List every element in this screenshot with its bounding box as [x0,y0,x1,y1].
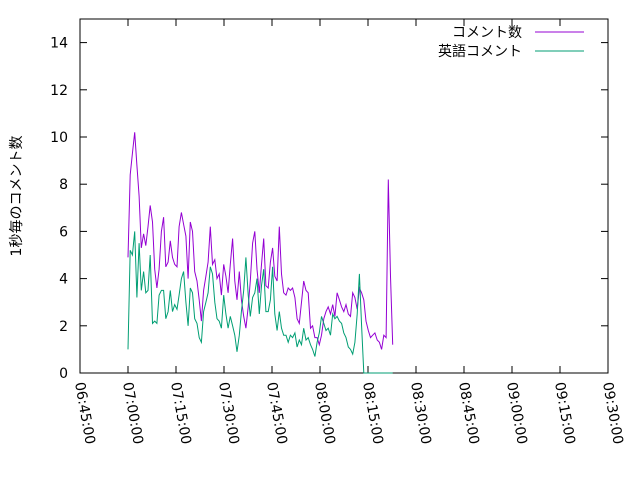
x-tick-label: 08:00:00 [311,381,338,446]
x-tick-label: 07:15:00 [167,381,194,446]
x-tick-label: 07:30:00 [215,381,242,446]
x-tick-label: 08:30:00 [407,381,434,446]
y-tick-label: 10 [50,130,68,146]
x-tick-label: 07:45:00 [263,381,290,446]
y-tick-label: 12 [50,83,68,99]
x-tick-labels: 06:45:00 07:00:00 07:15:00 07:30:00 07:45:00… [71,381,626,446]
series-line-0 [127,132,394,350]
series-lines [127,132,394,374]
x-tick-label: 09:30:00 [599,381,626,446]
x-tick-label: 09:15:00 [551,381,578,446]
y-tick-label: 4 [59,272,68,288]
y-tick-label: 0 [59,366,68,382]
x-tick-label: 09:00:00 [503,381,530,446]
y-tick-labels: 0 2 4 6 8 10 12 14 [50,36,68,382]
y-tick-label: 6 [59,224,68,240]
x-tick-label: 06:45:00 [71,381,98,446]
legend-label-1: 英語コメント [438,43,522,60]
legend-label-0: コメント数 [452,25,522,41]
y-axis-label: 1秒毎のコメント数 [9,136,25,257]
x-tick-label: 08:45:00 [455,381,482,446]
series-line-1 [127,231,393,374]
y-tick-label: 8 [59,177,68,193]
y-tick-label: 14 [50,36,68,52]
y-tick-label: 2 [59,319,68,335]
axis-ticks [79,19,609,374]
x-tick-label: 08:15:00 [359,381,386,446]
x-tick-label: 07:00:00 [119,381,146,446]
plot-frame [79,18,609,374]
